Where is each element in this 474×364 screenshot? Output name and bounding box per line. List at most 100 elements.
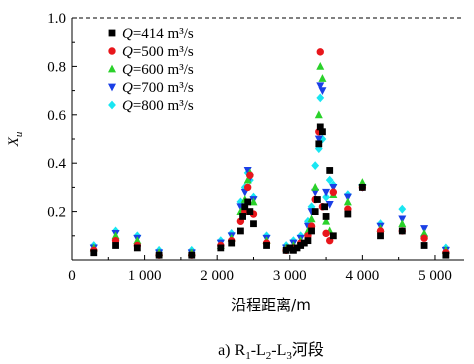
caption-sub-3: 3 bbox=[286, 350, 292, 362]
data-point bbox=[243, 183, 252, 192]
y-tick-label: 0.2 bbox=[47, 205, 66, 221]
y-axis-title: Xu bbox=[6, 131, 25, 147]
data-point bbox=[329, 232, 337, 240]
legend-marker bbox=[108, 64, 116, 73]
data-point bbox=[420, 228, 429, 237]
data-point bbox=[111, 231, 120, 240]
legend-label-symbol: Q bbox=[122, 44, 133, 60]
caption-mid-1: -L bbox=[251, 342, 266, 359]
data-point bbox=[316, 62, 325, 70]
data-point bbox=[316, 48, 324, 56]
data-point bbox=[244, 198, 252, 206]
legend-label-symbol: Q bbox=[122, 26, 133, 42]
data-point bbox=[326, 167, 334, 174]
data-point bbox=[329, 184, 338, 192]
data-point bbox=[293, 244, 301, 252]
data-point bbox=[241, 203, 249, 211]
legend: Q=414 m³/sQ=500 m³/sQ=600 m³/sQ=700 m³/s… bbox=[108, 26, 194, 114]
legend-label-value: =600 m³/s bbox=[133, 62, 194, 78]
data-point bbox=[228, 239, 236, 247]
data-point bbox=[314, 144, 323, 154]
data-point bbox=[249, 197, 258, 206]
legend-label-symbol: Q bbox=[122, 98, 133, 114]
data-point bbox=[304, 237, 312, 245]
legend-label-value: =700 m³/s bbox=[133, 80, 194, 96]
legend-marker bbox=[108, 83, 116, 92]
series-5 bbox=[89, 93, 450, 255]
data-point bbox=[322, 216, 331, 225]
x-tick-label: 1 000 bbox=[128, 268, 162, 284]
x-tick-label: 2 000 bbox=[200, 268, 234, 284]
legend-label-symbol: Q bbox=[122, 62, 133, 78]
data-point bbox=[290, 246, 297, 254]
caption-prefix: a) R bbox=[218, 342, 245, 359]
data-point bbox=[316, 123, 324, 131]
data-point bbox=[344, 210, 352, 218]
legend-marker bbox=[108, 47, 116, 55]
data-point bbox=[311, 183, 320, 191]
legend-label: Q=500 m³/s bbox=[122, 44, 194, 60]
data-point bbox=[322, 229, 330, 238]
data-point bbox=[282, 246, 290, 254]
data-point bbox=[217, 244, 225, 252]
x-tick-label: 3 000 bbox=[273, 268, 307, 284]
legend-label: Q=800 m³/s bbox=[122, 98, 194, 114]
data-point bbox=[322, 188, 331, 197]
data-point bbox=[246, 171, 254, 179]
data-point bbox=[325, 175, 334, 185]
x-tick-label: 0 bbox=[68, 268, 76, 284]
caption-sub-2: 2 bbox=[266, 350, 272, 362]
data-point bbox=[300, 239, 308, 247]
data-point bbox=[239, 213, 246, 220]
y-tick-label: 1.0 bbox=[47, 11, 66, 27]
data-point bbox=[311, 161, 320, 171]
data-point bbox=[329, 188, 338, 196]
data-point bbox=[398, 204, 407, 214]
legend-marker bbox=[108, 29, 116, 37]
x-axis-title: 沿程距离/m bbox=[231, 296, 311, 314]
data-point bbox=[325, 200, 334, 209]
data-point bbox=[188, 251, 196, 259]
data-point bbox=[316, 82, 325, 91]
legend-label: Q=700 m³/s bbox=[122, 80, 194, 96]
caption-suffix: 河段 bbox=[292, 340, 324, 359]
data-point bbox=[314, 110, 323, 119]
data-point bbox=[133, 244, 141, 252]
legend-label-symbol: Q bbox=[122, 80, 133, 96]
data-point bbox=[313, 196, 321, 203]
data-point bbox=[377, 232, 384, 240]
data-point bbox=[316, 93, 325, 103]
data-point bbox=[343, 197, 352, 206]
axis-ticks: 0 1 000 2 000 3 000 4 000 5 000 0.2 0.4 0.6 0.8 1.… bbox=[47, 11, 452, 284]
y-tick-label: 0.6 bbox=[47, 108, 66, 124]
data-point bbox=[318, 74, 327, 82]
legend-label: Q=414 m³/s bbox=[122, 26, 194, 42]
data-point bbox=[315, 140, 323, 148]
data-point bbox=[319, 128, 326, 136]
figure-caption: a) R1-L2-L3河段 bbox=[218, 340, 324, 362]
x-tick-label: 5 000 bbox=[418, 268, 452, 284]
y-axis-title-sub: u bbox=[13, 131, 25, 137]
data-point bbox=[322, 192, 330, 202]
series-1 bbox=[90, 123, 450, 259]
data-point bbox=[246, 208, 254, 215]
y-axis-title-main: X bbox=[6, 136, 22, 147]
data-point bbox=[318, 87, 327, 95]
data-point bbox=[314, 135, 323, 144]
data-point bbox=[398, 227, 406, 235]
legend-label-value: =414 m³/s bbox=[133, 26, 194, 42]
data-points bbox=[89, 48, 450, 259]
data-point bbox=[420, 234, 428, 242]
caption-mid-2: -L bbox=[271, 342, 286, 359]
legend-label-value: =800 m³/s bbox=[133, 98, 194, 114]
data-point bbox=[297, 242, 305, 249]
data-point bbox=[250, 220, 257, 228]
data-point bbox=[420, 242, 428, 249]
data-point bbox=[358, 184, 366, 191]
data-point bbox=[133, 236, 142, 245]
data-point bbox=[243, 175, 252, 184]
data-point bbox=[321, 203, 329, 211]
data-point bbox=[263, 242, 270, 249]
data-point bbox=[112, 242, 119, 249]
